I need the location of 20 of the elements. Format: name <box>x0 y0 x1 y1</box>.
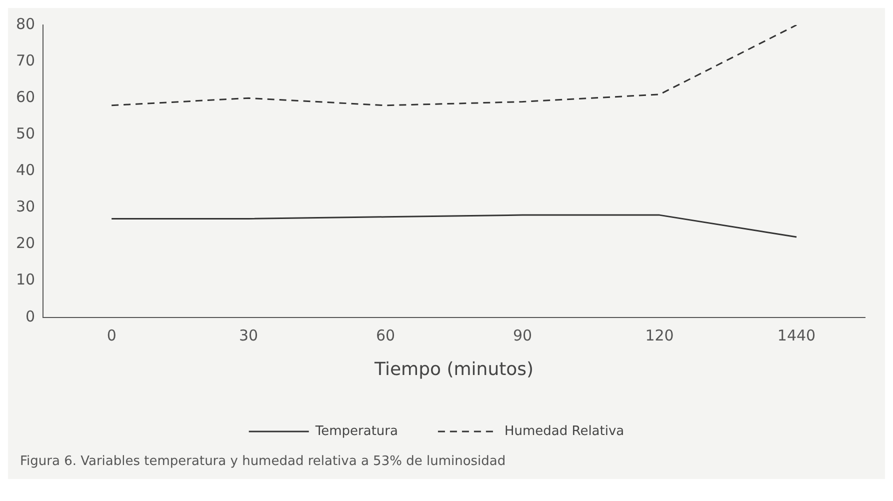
y-tick-label: 60 <box>16 88 36 106</box>
x-tick-label: 60 <box>376 326 396 344</box>
x-tick-label: 120 <box>645 326 674 344</box>
y-tick-label: 30 <box>16 198 36 216</box>
x-tick-label: 30 <box>239 326 258 344</box>
legend-label: Temperatura <box>314 424 398 439</box>
y-tick-label: 50 <box>16 124 36 143</box>
line-series <box>110 25 798 106</box>
text: Figura 6. Variables temperatura y humedad relativa a 53% de luminosidad <box>19 453 507 471</box>
x-tick-label: 1440 <box>777 326 816 344</box>
y-tick-label: 70 <box>16 51 36 70</box>
x-tick-label: 90 <box>512 326 532 344</box>
y-tick-label: 10 <box>16 270 36 289</box>
x-tick-label: 0 <box>106 326 116 344</box>
y-tick-label: 0 <box>26 307 36 326</box>
legend-label: Humedad Relativa <box>504 424 624 439</box>
x-axis-title: Tiempo (minutos) <box>374 358 534 380</box>
y-tick-label: 20 <box>16 234 36 252</box>
y-tick-label: 40 <box>16 161 36 180</box>
y-tick-label: 80 <box>16 14 36 33</box>
